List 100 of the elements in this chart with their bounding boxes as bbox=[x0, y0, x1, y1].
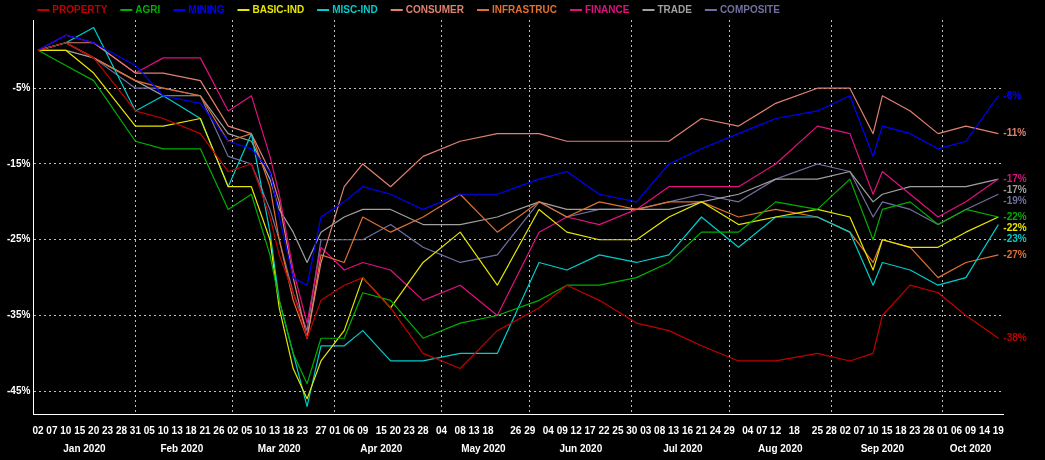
y-tick-label: -5% bbox=[12, 81, 31, 93]
x-tick-label: 29 bbox=[723, 424, 736, 436]
data-label: -22% bbox=[1003, 221, 1027, 233]
legend-label: FINANCE bbox=[585, 3, 630, 15]
x-tick-label: 10 bbox=[255, 424, 267, 436]
x-tick-label: 15 bbox=[375, 424, 388, 436]
x2-tick-label: Apr 2020 bbox=[360, 442, 403, 454]
x-tick-label: 23 bbox=[102, 424, 114, 436]
data-label: -17% bbox=[1003, 183, 1027, 195]
x-tick-label: 30 bbox=[626, 424, 638, 436]
x-tick-label: 19 bbox=[992, 424, 1005, 436]
x-tick-label: 18 bbox=[895, 424, 907, 436]
legend-label: INFRASTRUC bbox=[492, 3, 558, 15]
x-tick-label: 15 bbox=[74, 424, 86, 436]
data-label: -27% bbox=[1003, 248, 1027, 260]
x-tick-label: 07 bbox=[853, 424, 866, 436]
x-tick-label: 21 bbox=[695, 424, 708, 436]
data-label: -22% bbox=[1003, 210, 1027, 222]
x-tick-label: 13 bbox=[269, 424, 281, 436]
x2-tick-label: Aug 2020 bbox=[758, 442, 803, 454]
x-tick-label: 18 bbox=[185, 424, 198, 436]
x-tick-label: 08 bbox=[654, 424, 666, 436]
x2-tick-label: Sep 2020 bbox=[860, 442, 905, 454]
x-tick-label: 29 bbox=[524, 424, 536, 436]
x-tick-label: 24 bbox=[709, 424, 722, 436]
x-tick-label: 16 bbox=[681, 424, 694, 436]
x-tick-label: 20 bbox=[389, 424, 402, 436]
x-tick-label: 08 bbox=[454, 424, 467, 436]
x-tick-label: 23 bbox=[909, 424, 921, 436]
x2-tick-label: Feb 2020 bbox=[160, 442, 204, 454]
x2-tick-label: Jun 2020 bbox=[559, 442, 603, 454]
legend-label: CONSUMER bbox=[405, 3, 465, 15]
x-tick-label: 01 bbox=[329, 424, 341, 436]
data-label: -11% bbox=[1003, 127, 1027, 139]
legend-label: MINING bbox=[188, 3, 225, 15]
x-tick-label: 13 bbox=[668, 424, 680, 436]
y-tick-label: -35% bbox=[6, 309, 31, 321]
legend-label: BASIC-IND bbox=[252, 3, 305, 15]
y-tick-label: -15% bbox=[6, 157, 31, 169]
x-tick-label: 02 bbox=[32, 424, 44, 436]
x-tick-label: 18 bbox=[282, 424, 295, 436]
x-tick-label: 31 bbox=[129, 424, 142, 436]
legend-label: AGRI bbox=[135, 3, 161, 15]
x-tick-label: 01 bbox=[937, 424, 949, 436]
data-label: -38% bbox=[1003, 331, 1027, 343]
x2-tick-label: May 2020 bbox=[461, 442, 507, 454]
y-tick-label: -25% bbox=[6, 233, 31, 245]
x-tick-label: 28 bbox=[417, 424, 430, 436]
x-tick-label: 09 bbox=[556, 424, 569, 436]
x-tick-label: 26 bbox=[213, 424, 225, 436]
x-tick-label: 07 bbox=[46, 424, 58, 436]
x-tick-label: 23 bbox=[296, 424, 309, 436]
x-tick-label: 21 bbox=[199, 424, 212, 436]
legend-label: MISC-IND bbox=[332, 3, 378, 15]
x-tick-label: 12 bbox=[770, 424, 782, 436]
data-label: -23% bbox=[1003, 232, 1027, 244]
x-tick-label: 04 bbox=[742, 424, 754, 436]
x-tick-label: 14 bbox=[978, 424, 991, 436]
y-tick-label: -45% bbox=[6, 385, 31, 397]
x-tick-label: 15 bbox=[881, 424, 894, 436]
x-tick-label: 28 bbox=[115, 424, 128, 436]
x2-tick-label: Mar 2020 bbox=[257, 442, 302, 454]
x-tick-label: 18 bbox=[482, 424, 495, 436]
x-tick-label: 17 bbox=[584, 424, 597, 436]
x-tick-label: 06 bbox=[951, 424, 963, 436]
legend-label: PROPERTY bbox=[52, 3, 108, 15]
x-tick-label: 03 bbox=[640, 424, 652, 436]
x-tick-label: 25 bbox=[612, 424, 624, 436]
x2-tick-label: Oct 2020 bbox=[949, 442, 992, 454]
x-tick-label: 02 bbox=[839, 424, 852, 436]
x-tick-label: 04 bbox=[436, 424, 448, 436]
x-tick-label: 28 bbox=[825, 424, 838, 436]
x-tick-label: 26 bbox=[510, 424, 522, 436]
x-tick-label: 27 bbox=[315, 424, 327, 436]
x-tick-label: 20 bbox=[88, 424, 100, 436]
x-tick-label: 18 bbox=[788, 424, 801, 436]
x-tick-label: 25 bbox=[811, 424, 824, 436]
x-tick-label: 02 bbox=[227, 424, 239, 436]
x-tick-label: 05 bbox=[143, 424, 156, 436]
x-tick-label: 22 bbox=[598, 424, 610, 436]
x-tick-label: 07 bbox=[756, 424, 768, 436]
x-tick-label: 04 bbox=[542, 424, 555, 436]
legend-label: TRADE bbox=[657, 3, 693, 15]
x2-tick-label: Jan 2020 bbox=[63, 442, 106, 454]
data-label: -19% bbox=[1003, 194, 1027, 206]
x-tick-label: 13 bbox=[171, 424, 184, 436]
x-tick-label: 23 bbox=[403, 424, 416, 436]
x-tick-label: 13 bbox=[468, 424, 481, 436]
data-label: -17% bbox=[1003, 172, 1027, 184]
x-tick-label: 10 bbox=[867, 424, 880, 436]
x-tick-label: 10 bbox=[60, 424, 72, 436]
x-tick-label: 09 bbox=[357, 424, 369, 436]
x-tick-label: 09 bbox=[964, 424, 977, 436]
x-tick-label: 12 bbox=[570, 424, 583, 436]
x2-tick-label: Jul 2020 bbox=[663, 442, 704, 454]
data-label: -6% bbox=[1003, 89, 1022, 101]
x-tick-label: 10 bbox=[157, 424, 170, 436]
x-tick-label: 28 bbox=[923, 424, 935, 436]
legend-label: COMPOSITE bbox=[719, 3, 781, 15]
x-tick-label: 05 bbox=[241, 424, 253, 436]
